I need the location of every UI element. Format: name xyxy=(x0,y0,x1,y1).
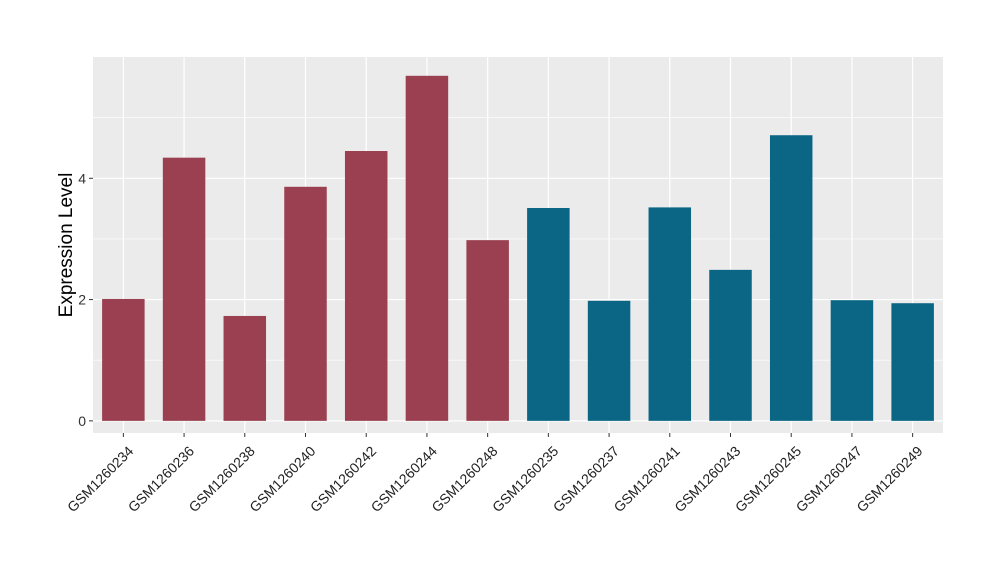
bar-GSM1260240 xyxy=(284,186,327,421)
bar-GSM1260242 xyxy=(344,151,388,421)
y-tick-label: 4 xyxy=(78,170,86,186)
bar-GSM1260235 xyxy=(527,208,570,421)
bar-GSM1260247 xyxy=(830,300,874,421)
bar-GSM1260248 xyxy=(466,240,509,421)
bar-GSM1260249 xyxy=(891,303,934,421)
bar-GSM1260237 xyxy=(587,300,631,421)
x-axis: GSM1260234GSM1260236GSM1260238GSM1260240… xyxy=(64,433,926,515)
y-axis-title: Expression Level xyxy=(56,173,77,318)
y-axis: 0 2 4 xyxy=(78,170,93,429)
bar-GSM1260234 xyxy=(102,298,145,421)
bar-GSM1260238 xyxy=(223,315,267,421)
bars xyxy=(102,75,934,421)
bar-GSM1260245 xyxy=(769,135,813,421)
y-tick-label: 0 xyxy=(78,413,86,429)
bar-GSM1260243 xyxy=(709,269,752,421)
bar-GSM1260236 xyxy=(162,157,206,421)
bar-GSM1260244 xyxy=(405,75,449,421)
y-tick-label: 2 xyxy=(78,292,86,308)
bar-GSM1260241 xyxy=(648,207,692,421)
plot-panel xyxy=(93,57,943,433)
